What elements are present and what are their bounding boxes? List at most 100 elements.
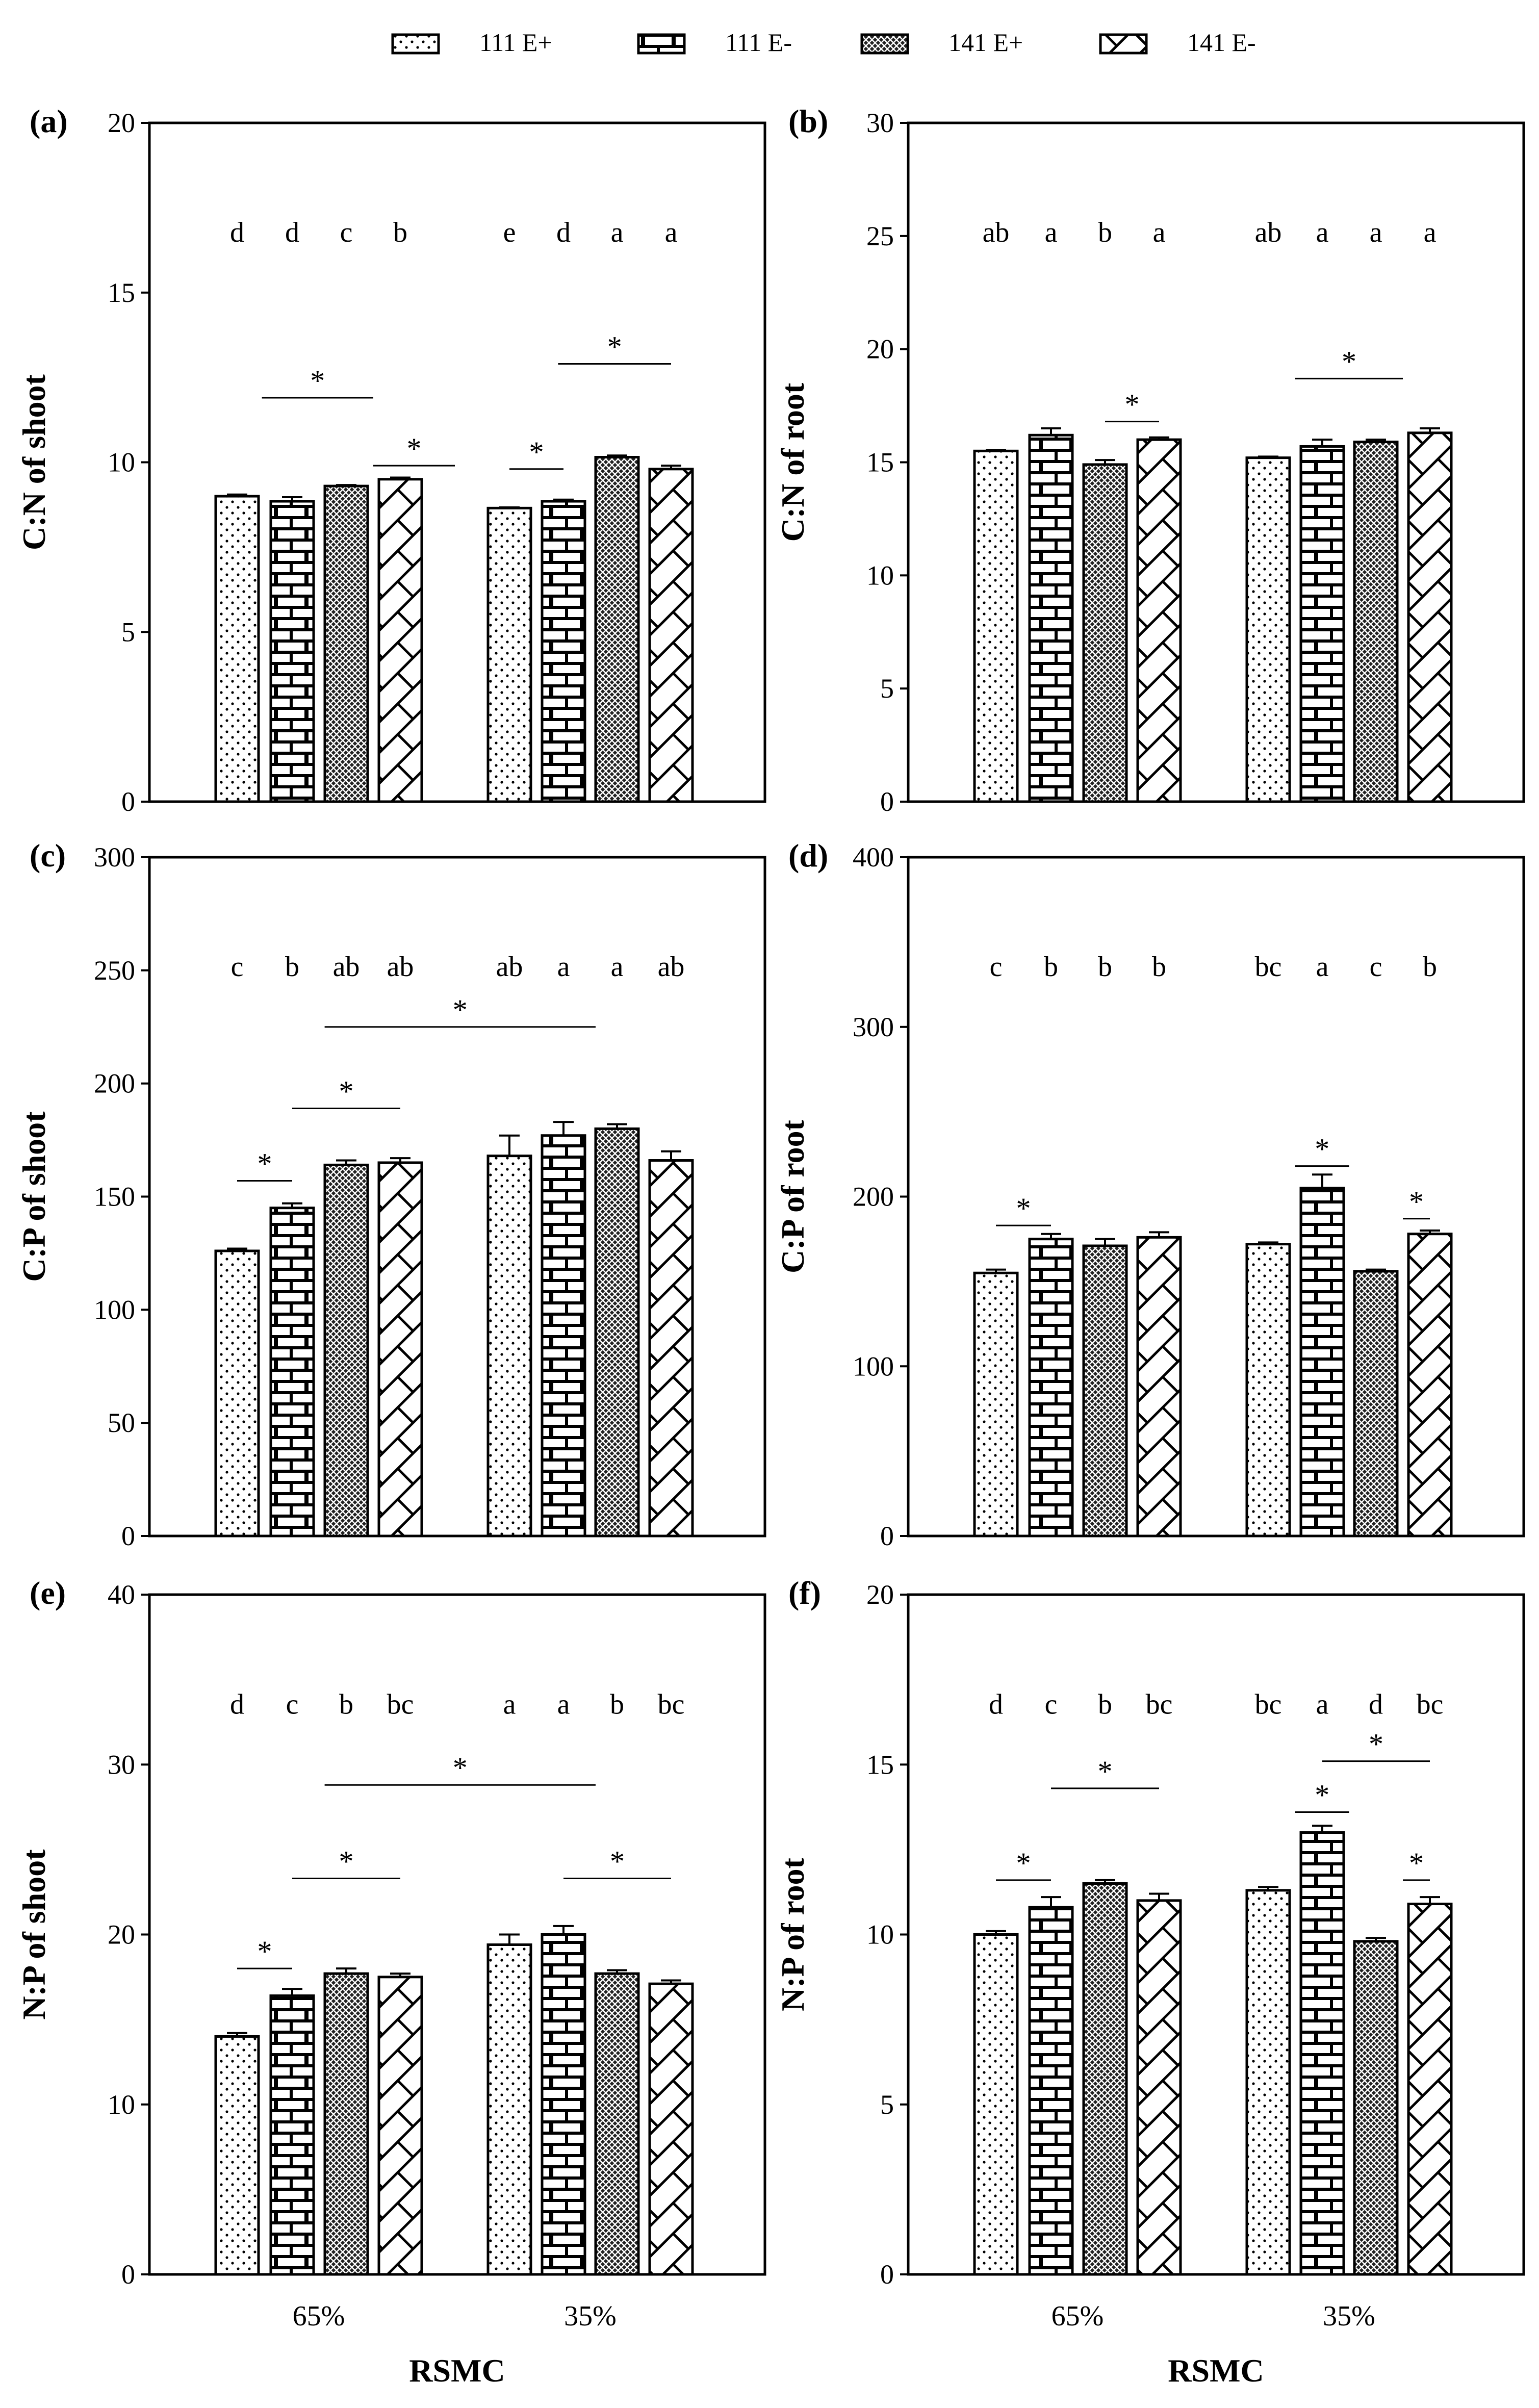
- panel-label: (b): [788, 103, 828, 139]
- y-tick-label: 10: [866, 560, 894, 591]
- significance-star: *: [339, 1845, 354, 1878]
- significance-letter: b: [1098, 1688, 1112, 1720]
- y-axis-label: N:P of root: [775, 1857, 811, 2011]
- y-tick-label: 250: [94, 955, 135, 986]
- bar: [648, 1982, 694, 2276]
- significance-star: *: [529, 436, 544, 469]
- bar: [323, 484, 369, 803]
- legend-item: 141 E-: [1099, 28, 1256, 57]
- y-tick-label: 10: [108, 2089, 135, 2120]
- y-tick-label: 10: [108, 447, 135, 478]
- significance-letter: bc: [1146, 1688, 1173, 1720]
- y-tick-label: 200: [853, 1182, 894, 1212]
- significance-letter: c: [990, 951, 1003, 983]
- legend-label: 111 E-: [725, 28, 792, 57]
- x-axis-label: RSMC: [409, 2352, 505, 2389]
- significance-letter: a: [1153, 217, 1166, 248]
- significance-letter: d: [230, 217, 244, 248]
- significance-letter: bc: [1255, 951, 1282, 983]
- bar: [323, 1972, 369, 2276]
- significance-letter: bc: [387, 1688, 414, 1720]
- significance-letter: c: [286, 1688, 299, 1720]
- bar: [1028, 433, 1074, 803]
- panel-label: (c): [30, 837, 66, 874]
- significance-star: *: [1016, 1847, 1031, 1880]
- bar: [594, 1972, 640, 2276]
- bar: [648, 1159, 694, 1538]
- legend-swatch: [1099, 33, 1148, 55]
- significance-star: *: [1409, 1847, 1424, 1880]
- panel-c: (c) 0 50 100 150 200 250 300 C:P of shoot c ab b a ab…: [16, 837, 766, 1551]
- y-tick-label: 10: [866, 1919, 894, 1950]
- significance-letter: c: [1045, 1688, 1058, 1720]
- y-tick-label: 5: [880, 2089, 894, 2120]
- y-tick-label: 20: [108, 1919, 135, 1950]
- bar: [214, 495, 260, 803]
- bar: [1082, 1882, 1128, 2276]
- y-tick-label: 0: [121, 1521, 135, 1551]
- bar: [377, 478, 423, 803]
- significance-star: *: [258, 1935, 272, 1968]
- bar: [973, 449, 1019, 803]
- significance-letter: b: [393, 217, 407, 248]
- bar: [1136, 1899, 1182, 2276]
- bar: [541, 1134, 586, 1538]
- legend: 111 E+ 111 E- 141 E+ 141 E-: [391, 28, 1256, 57]
- significance-letter: ab: [658, 951, 685, 983]
- y-tick-label: 5: [880, 673, 894, 704]
- significance-star: *: [310, 364, 325, 397]
- y-tick-label: 25: [866, 221, 894, 251]
- bar: [486, 1155, 532, 1538]
- significance-letter: ab: [387, 951, 414, 983]
- y-tick-label: 40: [108, 1579, 135, 1610]
- y-tick-label: 20: [866, 334, 894, 365]
- bar: [1353, 1940, 1399, 2276]
- y-tick-label: 400: [853, 842, 894, 873]
- bar: [486, 506, 532, 803]
- y-tick-label: 0: [121, 786, 135, 817]
- significance-star: *: [1342, 345, 1356, 378]
- bar: [1407, 1903, 1453, 2276]
- y-tick-label: 300: [94, 842, 135, 873]
- bar: [648, 468, 694, 803]
- significance-letter: c: [1370, 951, 1382, 983]
- legend-swatch: [637, 33, 686, 55]
- significance-star: *: [1369, 1728, 1383, 1761]
- y-tick-label: 0: [880, 786, 894, 817]
- significance-letter: bc: [658, 1688, 685, 1720]
- bar: [1353, 1270, 1399, 1538]
- y-tick-label: 100: [853, 1351, 894, 1381]
- bar: [1407, 431, 1453, 803]
- significance-letter: b: [1044, 951, 1058, 983]
- significance-letter: b: [1098, 951, 1112, 983]
- bar: [594, 456, 640, 803]
- y-tick-label: 15: [866, 447, 894, 478]
- y-tick-label: 300: [853, 1012, 894, 1042]
- significance-letter: b: [1423, 951, 1437, 983]
- significance-letter: a: [503, 1688, 516, 1720]
- significance-star: *: [1315, 1133, 1329, 1166]
- y-tick-label: 20: [866, 1579, 894, 1610]
- significance-star: *: [610, 1845, 625, 1878]
- significance-letter: ab: [496, 951, 523, 983]
- significance-letter: d: [989, 1688, 1003, 1720]
- y-tick-label: 0: [880, 1521, 894, 1551]
- significance-letter: b: [1098, 217, 1112, 248]
- legend-label: 111 E+: [479, 28, 552, 57]
- bar: [1136, 1236, 1182, 1538]
- bar: [1082, 1244, 1128, 1538]
- y-axis-label: C:N of root: [775, 382, 811, 542]
- significance-letter: ab: [333, 951, 360, 983]
- bar: [269, 500, 315, 803]
- significance-star: *: [258, 1147, 272, 1180]
- y-axis-label: C:P of root: [775, 1119, 811, 1273]
- significance-letter: e: [503, 217, 516, 248]
- significance-letter: a: [1316, 1688, 1329, 1720]
- significance-star: *: [1016, 1192, 1031, 1225]
- bar: [1299, 1187, 1345, 1538]
